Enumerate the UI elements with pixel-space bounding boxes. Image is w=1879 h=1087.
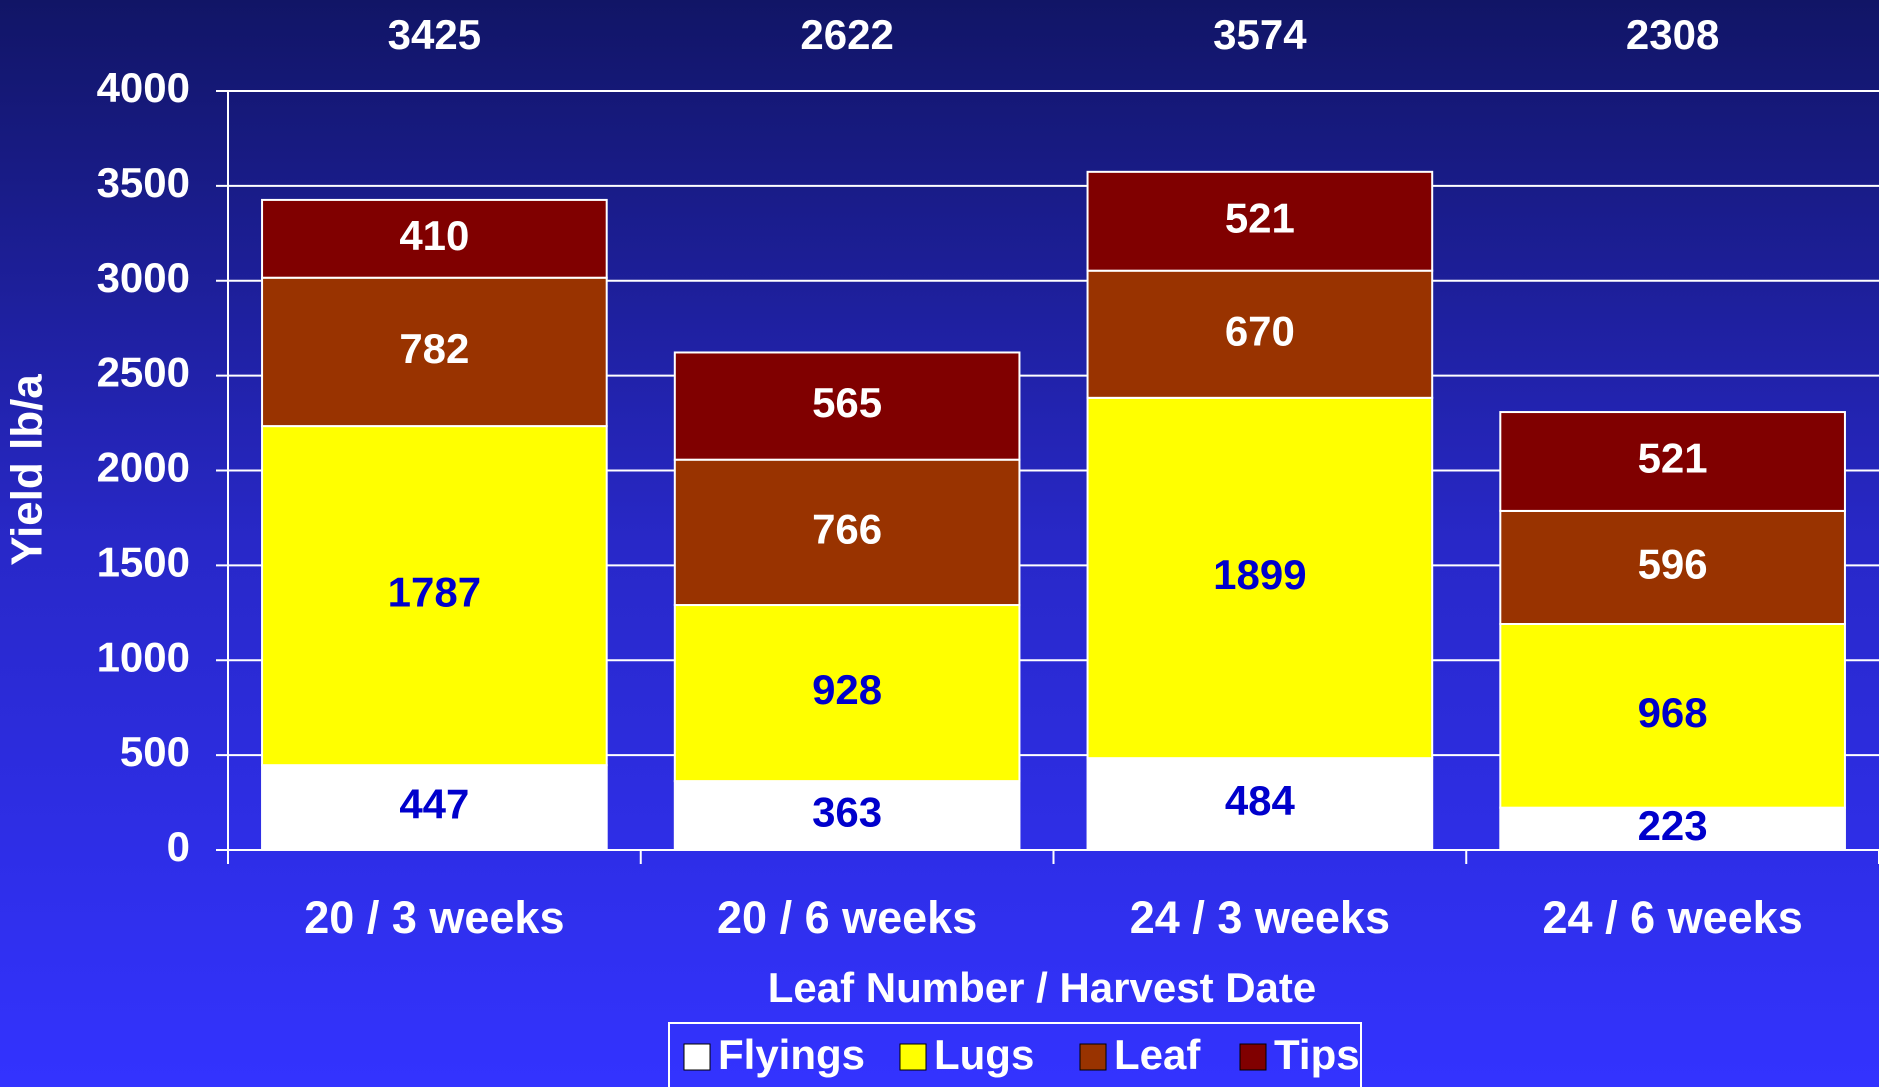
data-label: 596 [1638, 541, 1708, 588]
data-label: 565 [812, 379, 882, 426]
data-label: 1787 [388, 569, 481, 616]
bar-segment [1499, 806, 1846, 851]
bar-segment [1499, 623, 1846, 809]
data-label: 484 [1225, 777, 1296, 824]
bar-segment [261, 425, 608, 767]
x-tick-label: 24 / 6 weeks [1543, 892, 1803, 943]
y-tick-label: 500 [120, 728, 190, 775]
data-label: 447 [399, 781, 469, 828]
bar-segment [1086, 396, 1434, 760]
total-label: 3574 [1213, 11, 1307, 58]
bar-segment [261, 198, 608, 279]
data-label: 363 [812, 789, 882, 836]
bar-segment [1086, 170, 1434, 272]
x-axis-title: Leaf Number / Harvest Date [768, 964, 1317, 1011]
legend-label: Tips [1274, 1031, 1360, 1078]
data-label: 223 [1638, 802, 1708, 849]
y-tick-label: 2000 [97, 444, 190, 491]
bar-segment [1499, 509, 1846, 626]
bar-segment [673, 780, 1021, 851]
y-axis-title: Yield lb/a [3, 374, 52, 566]
data-label: 968 [1638, 689, 1708, 736]
total-label: 3425 [388, 11, 481, 58]
bar-segment [673, 458, 1021, 607]
legend-swatch [683, 1043, 711, 1071]
bar-segment [261, 764, 608, 852]
bar-segment [673, 604, 1021, 783]
x-tick-label: 20 / 6 weeks [717, 892, 977, 943]
legend-label: Lugs [934, 1031, 1034, 1078]
legend-swatch [899, 1043, 927, 1071]
legend-box [668, 1022, 1362, 1087]
x-tick-label: 24 / 3 weeks [1130, 892, 1390, 943]
data-label: 670 [1225, 307, 1295, 354]
data-label: 521 [1225, 194, 1295, 241]
bar-segment [261, 276, 608, 428]
y-tick-label: 0 [167, 823, 190, 870]
data-label: 410 [399, 212, 469, 259]
legend-label: Flyings [718, 1031, 865, 1078]
data-label: 782 [399, 325, 469, 372]
bar-segment [673, 351, 1021, 461]
bar-segment [1499, 411, 1846, 512]
data-label: 766 [812, 505, 882, 552]
data-label: 1899 [1213, 551, 1306, 598]
y-tick-label: 3000 [97, 254, 190, 301]
y-tick-label: 1500 [97, 538, 190, 585]
total-label: 2622 [800, 11, 893, 58]
y-tick-label: 1000 [97, 633, 190, 680]
bar-segment [1086, 269, 1434, 399]
legend-swatch [1239, 1043, 1267, 1071]
data-label: 521 [1638, 435, 1708, 482]
y-tick-label: 3500 [97, 159, 190, 206]
x-tick-label: 20 / 3 weeks [304, 892, 564, 943]
total-label: 2308 [1626, 11, 1719, 58]
data-label: 928 [812, 666, 882, 713]
y-tick-label: 2500 [97, 349, 190, 396]
legend-swatch [1079, 1043, 1107, 1071]
bar-segment [1086, 757, 1434, 852]
legend-label: Leaf [1114, 1031, 1201, 1078]
y-tick-label: 4000 [97, 64, 190, 111]
